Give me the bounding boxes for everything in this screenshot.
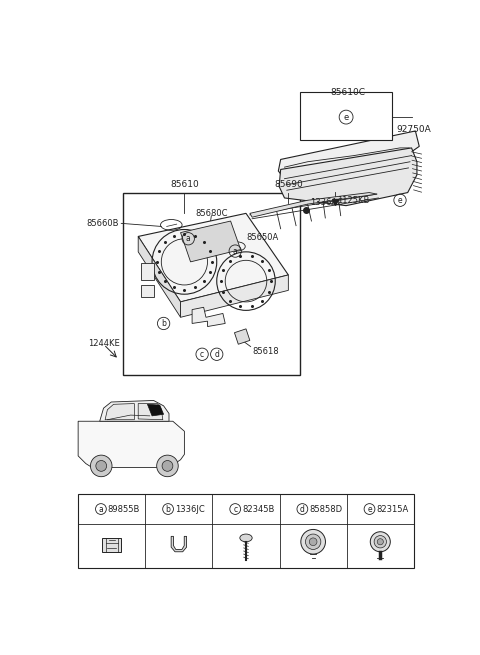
Circle shape <box>370 532 390 552</box>
Text: 1125KB: 1125KB <box>337 196 369 204</box>
Text: 82345B: 82345B <box>242 504 275 514</box>
Polygon shape <box>138 214 288 302</box>
Text: 85858D: 85858D <box>309 504 342 514</box>
Polygon shape <box>180 221 240 262</box>
FancyBboxPatch shape <box>123 193 300 375</box>
Text: a: a <box>98 504 103 514</box>
Text: a: a <box>233 246 238 255</box>
Circle shape <box>90 455 112 477</box>
Text: 85650A: 85650A <box>246 233 278 242</box>
Ellipse shape <box>240 534 252 542</box>
FancyBboxPatch shape <box>78 495 414 567</box>
Text: 1336AC: 1336AC <box>310 198 343 207</box>
Text: e: e <box>344 113 349 122</box>
Text: 82315A: 82315A <box>376 504 408 514</box>
Text: d: d <box>214 350 219 359</box>
Polygon shape <box>192 307 225 327</box>
Text: 85610: 85610 <box>170 180 199 189</box>
Circle shape <box>156 455 178 477</box>
Polygon shape <box>147 404 164 416</box>
Text: a: a <box>186 234 191 243</box>
Circle shape <box>162 460 173 472</box>
FancyBboxPatch shape <box>141 285 155 297</box>
Polygon shape <box>138 403 163 420</box>
Polygon shape <box>234 329 250 345</box>
Text: 85690: 85690 <box>274 180 303 189</box>
Text: 85618: 85618 <box>252 346 279 356</box>
Circle shape <box>301 529 325 554</box>
Circle shape <box>305 534 321 550</box>
Polygon shape <box>100 400 169 421</box>
Text: 1244KE: 1244KE <box>88 339 120 348</box>
Text: c: c <box>200 350 204 359</box>
Polygon shape <box>105 403 134 420</box>
Text: 85680C: 85680C <box>195 210 228 219</box>
Polygon shape <box>138 236 180 317</box>
Text: 89855B: 89855B <box>108 504 140 514</box>
Text: 85660B: 85660B <box>86 219 119 228</box>
Text: e: e <box>367 504 372 514</box>
Text: b: b <box>161 319 166 328</box>
Circle shape <box>309 538 317 546</box>
Polygon shape <box>250 193 377 217</box>
FancyBboxPatch shape <box>141 263 155 280</box>
Polygon shape <box>278 131 419 179</box>
Text: 1336JC: 1336JC <box>175 504 205 514</box>
Text: d: d <box>300 504 305 514</box>
Polygon shape <box>171 536 187 552</box>
Circle shape <box>374 536 386 548</box>
Text: e: e <box>398 196 402 205</box>
Circle shape <box>377 538 384 545</box>
Circle shape <box>96 460 107 472</box>
Text: c: c <box>233 504 237 514</box>
FancyBboxPatch shape <box>300 92 392 140</box>
Text: 85610C: 85610C <box>331 88 366 97</box>
Polygon shape <box>279 148 417 206</box>
Polygon shape <box>180 275 288 317</box>
Text: b: b <box>166 504 170 514</box>
Polygon shape <box>78 421 184 468</box>
Text: 92750A: 92750A <box>396 125 431 134</box>
FancyBboxPatch shape <box>102 538 121 552</box>
